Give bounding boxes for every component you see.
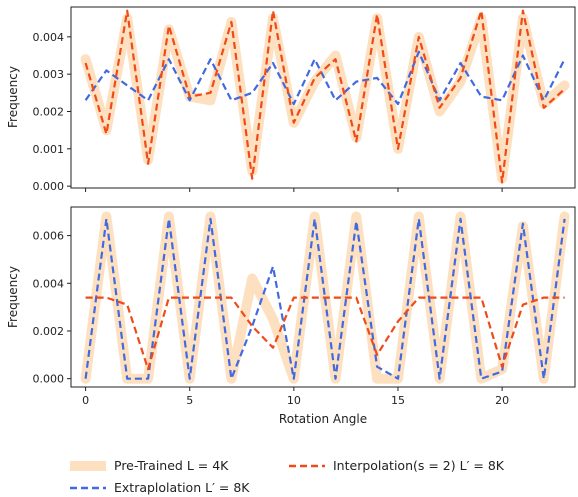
bottom-plot-area bbox=[80, 211, 570, 384]
top-plot-area bbox=[80, 9, 570, 184]
bottom-y-ticks: 0.000 0.002 0.004 0.006 bbox=[33, 230, 71, 386]
legend-label-interpolation: Interpolation(s = 2) L′ = 8K bbox=[333, 458, 505, 473]
bottom-x-ticks: 0 5 10 15 20 bbox=[82, 387, 509, 407]
top-y-tick-label: 0.002 bbox=[33, 105, 65, 118]
bottom-y-tick-label: 0.000 bbox=[33, 373, 65, 386]
bottom-y-tick-label: 0.002 bbox=[33, 325, 65, 338]
top-y-tick-label: 0.004 bbox=[33, 31, 65, 44]
legend: Pre-Trained L = 4K Interpolation(s = 2) … bbox=[70, 458, 505, 495]
top-axes-frame bbox=[70, 6, 576, 189]
bottom-x-tick-label: 20 bbox=[495, 394, 509, 407]
top-y-tick-label: 0.001 bbox=[33, 143, 65, 156]
top-y-ticks: 0.000 0.001 0.002 0.003 0.004 bbox=[33, 31, 71, 193]
bottom-x-tick-label: 0 bbox=[82, 394, 89, 407]
bottom-axes-frame bbox=[70, 206, 576, 388]
top-series-extrapolation-line bbox=[84, 50, 566, 106]
bottom-y-axis-label: Frequency bbox=[6, 266, 20, 328]
top-series-interpolation-line bbox=[84, 9, 566, 184]
top-y-tick-label: 0.000 bbox=[33, 180, 65, 193]
top-y-tick-label: 0.003 bbox=[33, 68, 65, 81]
bottom-series-extrapolation-line bbox=[84, 217, 566, 380]
top-panel: 0.000 0.001 0.002 0.003 0.004 Frequency bbox=[6, 6, 576, 193]
bottom-x-axis-label: Rotation Angle bbox=[279, 412, 367, 426]
legend-label-extrapolation: Extraplolation L′ = 8K bbox=[114, 480, 250, 495]
bottom-series-interpolation-line bbox=[85, 296, 565, 371]
bottom-x-tick-label: 15 bbox=[391, 394, 405, 407]
bottom-y-tick-label: 0.004 bbox=[33, 277, 65, 290]
top-y-axis-label: Frequency bbox=[6, 66, 20, 128]
bottom-y-tick-label: 0.006 bbox=[33, 230, 65, 243]
top-x-ticks bbox=[85, 188, 503, 192]
legend-label-pretrained: Pre-Trained L = 4K bbox=[114, 458, 229, 473]
bottom-x-tick-label: 5 bbox=[186, 394, 193, 407]
bottom-x-tick-label: 10 bbox=[287, 394, 301, 407]
